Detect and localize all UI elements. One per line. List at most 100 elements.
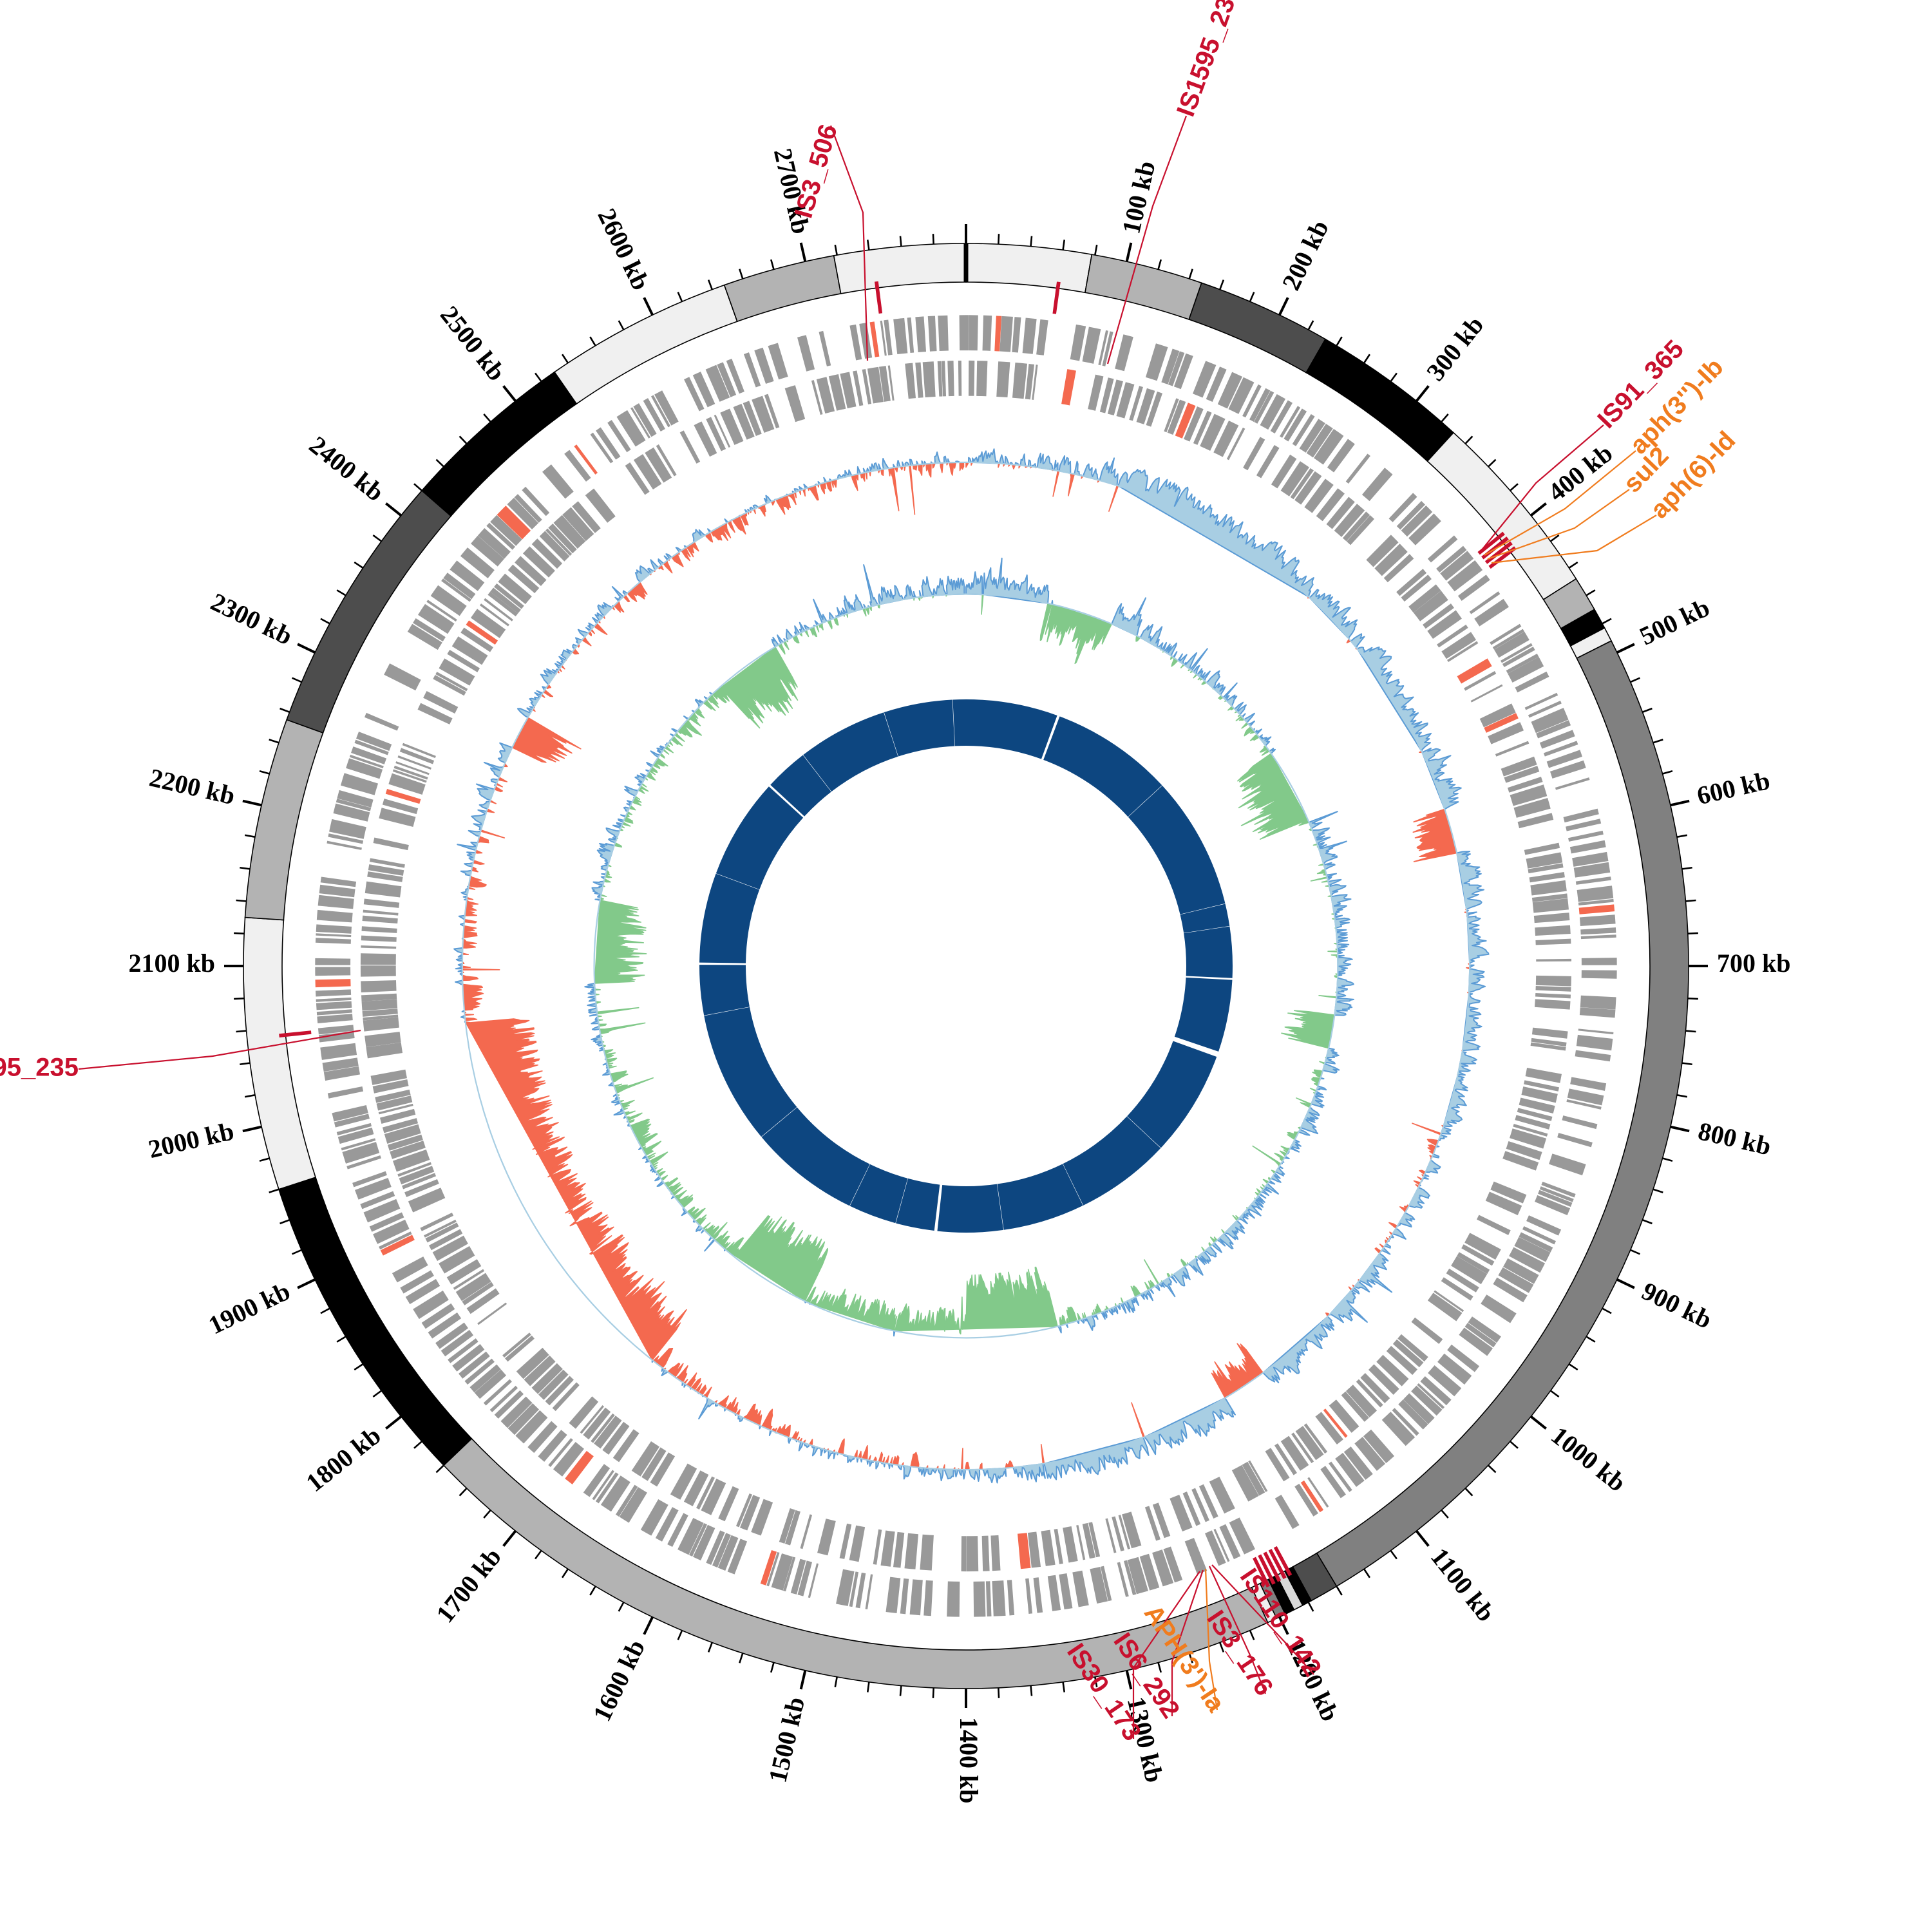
- minor-tick: [1188, 269, 1193, 279]
- cds-feature: [1152, 1502, 1171, 1539]
- cds-feature: [388, 773, 426, 795]
- cds-feature: [1041, 1530, 1056, 1566]
- cds-feature: [1498, 1267, 1534, 1293]
- cds-feature: [574, 444, 598, 475]
- cds-feature: [315, 967, 351, 976]
- cds-feature: [522, 546, 555, 578]
- cds-feature: [968, 360, 975, 396]
- cds-feature: [372, 1079, 409, 1094]
- cds-feature: [329, 819, 366, 839]
- cds-feature: [531, 538, 563, 569]
- cds-feature: [1570, 1077, 1607, 1091]
- cds-feature: [783, 1557, 796, 1592]
- minor-tick: [1094, 245, 1098, 256]
- minor-tick: [269, 739, 279, 744]
- cds-feature: [514, 494, 542, 523]
- cds-feature: [418, 603, 455, 634]
- annotated-feature-tick: [1263, 1551, 1282, 1582]
- gc-skew-ring: [453, 448, 1490, 1484]
- cds-feature: [684, 377, 705, 412]
- cds-feature: [1488, 722, 1524, 744]
- cds-feature: [379, 1108, 416, 1124]
- cds-feature: [1229, 1517, 1255, 1555]
- cds-feature: [1107, 379, 1123, 416]
- cds-feature: [1271, 454, 1297, 489]
- cds-feature: [1388, 493, 1417, 522]
- cds-feature: [1161, 348, 1180, 384]
- cds-feature: [1136, 388, 1155, 424]
- cds-feature: [1578, 1028, 1614, 1035]
- cds-feature: [1470, 684, 1503, 703]
- cds-feature: [1320, 1466, 1346, 1499]
- cds-feature: [1219, 1524, 1241, 1560]
- cds-feature: [455, 1273, 491, 1302]
- cds-feature: [424, 1219, 457, 1238]
- annotation-leader-line: [1204, 1568, 1218, 1710]
- annotated-feature-tick: [1268, 1549, 1287, 1580]
- cds-feature: [1396, 500, 1426, 530]
- cds-feature: [607, 420, 631, 453]
- cds-feature: [1307, 1477, 1329, 1508]
- annotation-leader-line: [1491, 515, 1657, 564]
- cds-feature: [413, 1290, 449, 1320]
- minor-tick: [236, 899, 247, 902]
- cds-feature: [1346, 515, 1375, 545]
- cds-feature: [462, 1282, 494, 1305]
- cds-feature: [452, 1343, 485, 1372]
- cds-feature: [1018, 1533, 1031, 1569]
- cds-feature: [384, 1124, 421, 1144]
- cds-feature: [460, 627, 493, 652]
- cds-feature: [1184, 406, 1204, 442]
- cds-feature: [1427, 1293, 1463, 1321]
- cds-feature: [819, 330, 831, 366]
- cds-feature: [1492, 629, 1525, 650]
- cds-feature: [1546, 750, 1582, 768]
- axis-tick-label: 600 kb: [1694, 766, 1773, 810]
- cds-feature: [430, 585, 467, 616]
- cds-feature: [498, 573, 532, 605]
- cds-feature: [1303, 1423, 1328, 1454]
- cds-feature: [439, 1245, 475, 1274]
- cds-feature: [379, 1231, 412, 1250]
- cds-feature: [1434, 1290, 1464, 1312]
- cds-feature: [1578, 904, 1615, 914]
- coverage-block: [952, 699, 966, 746]
- coverage-block: [895, 1178, 940, 1231]
- axis-tick-label: 2000 kb: [146, 1116, 236, 1164]
- cds-feature: [423, 690, 459, 714]
- axis-tick-label: 500 kb: [1635, 592, 1714, 650]
- cds-feature: [443, 573, 476, 600]
- cds-feature: [1300, 1480, 1324, 1513]
- cds-feature: [1283, 408, 1307, 442]
- cds-feature: [1054, 1528, 1063, 1564]
- cds-feature: [1581, 958, 1617, 965]
- cds-feature: [1115, 334, 1133, 372]
- cds-feature: [1580, 995, 1616, 1010]
- cds-feature: [1249, 388, 1271, 422]
- cds-feature: [886, 1577, 901, 1613]
- cds-feature: [985, 1581, 992, 1617]
- cds-feature: [1098, 330, 1108, 366]
- annotation-leader-line: [1208, 1566, 1267, 1694]
- axis-tick-label: 1100 kb: [1425, 1542, 1501, 1627]
- cds-feature: [361, 935, 397, 942]
- coverage-block: [1184, 926, 1233, 978]
- minor-tick: [932, 1687, 934, 1698]
- cds-feature: [1383, 554, 1414, 583]
- cds-feature: [379, 808, 416, 828]
- cds-feature: [585, 488, 616, 523]
- contig-segment: [723, 255, 842, 323]
- coverage-block: [849, 1164, 908, 1224]
- cds-feature: [1557, 1133, 1593, 1148]
- cds-feature: [779, 1508, 795, 1544]
- cds-feature: [470, 609, 506, 638]
- cds-feature: [1274, 1443, 1297, 1475]
- minor-tick: [320, 618, 330, 625]
- cds-feature: [1503, 1258, 1539, 1284]
- cds-feature: [947, 1581, 960, 1617]
- axis-tick-label: 1900 kb: [204, 1276, 295, 1340]
- minor-tick: [336, 1336, 346, 1343]
- cds-feature: [333, 803, 370, 822]
- cds-feature: [1531, 1037, 1567, 1046]
- cds-feature: [363, 898, 400, 908]
